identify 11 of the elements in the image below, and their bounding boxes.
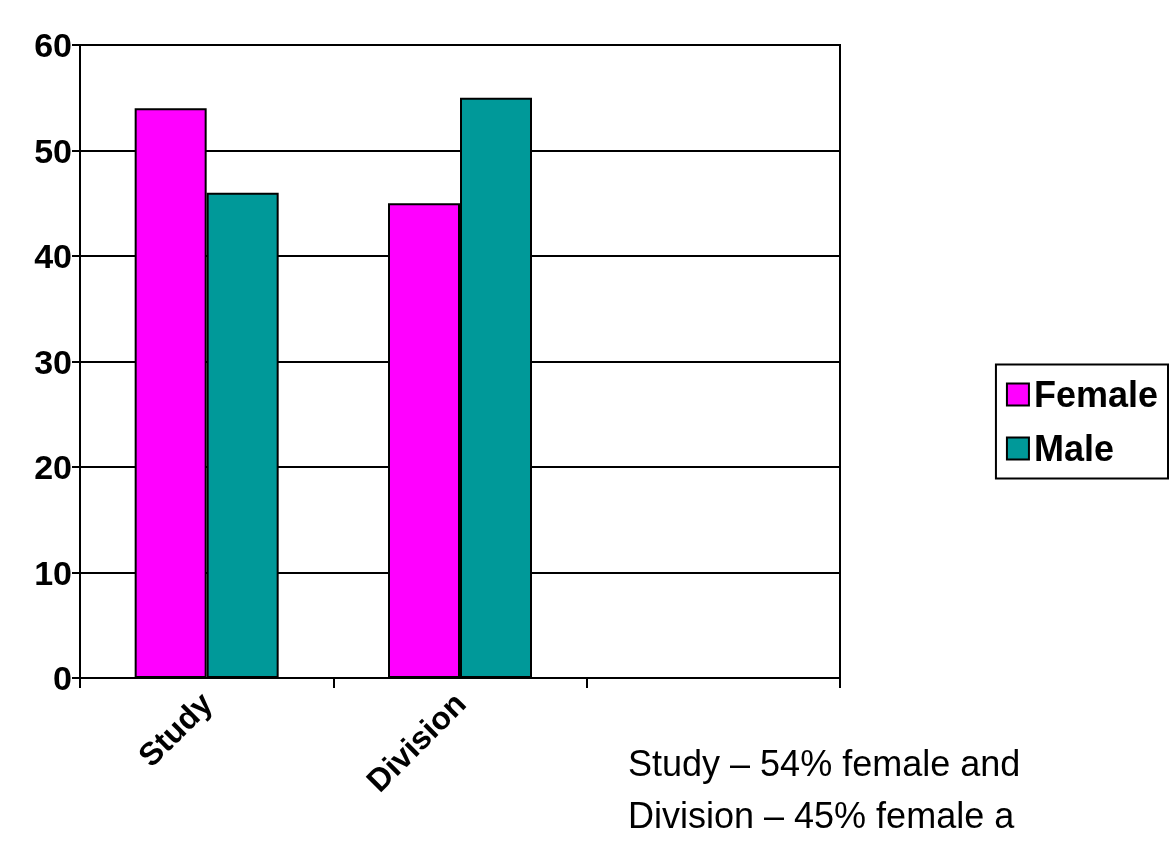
y-tick-label: 30: [34, 342, 72, 381]
legend-label: Female: [1033, 374, 1159, 415]
y-tick-label: 50: [34, 131, 72, 170]
y-tick-label: 60: [34, 26, 72, 64]
y-tick-label: 40: [34, 237, 72, 275]
text: Study – 54% female and: [628, 742, 1021, 784]
y-tick-label: 0: [53, 659, 72, 697]
text: Division – 45% female a: [628, 794, 1016, 836]
legend-label: Male: [1033, 428, 1114, 469]
y-tick-label: 10: [34, 553, 72, 592]
y-tick-label: 20: [34, 448, 72, 486]
